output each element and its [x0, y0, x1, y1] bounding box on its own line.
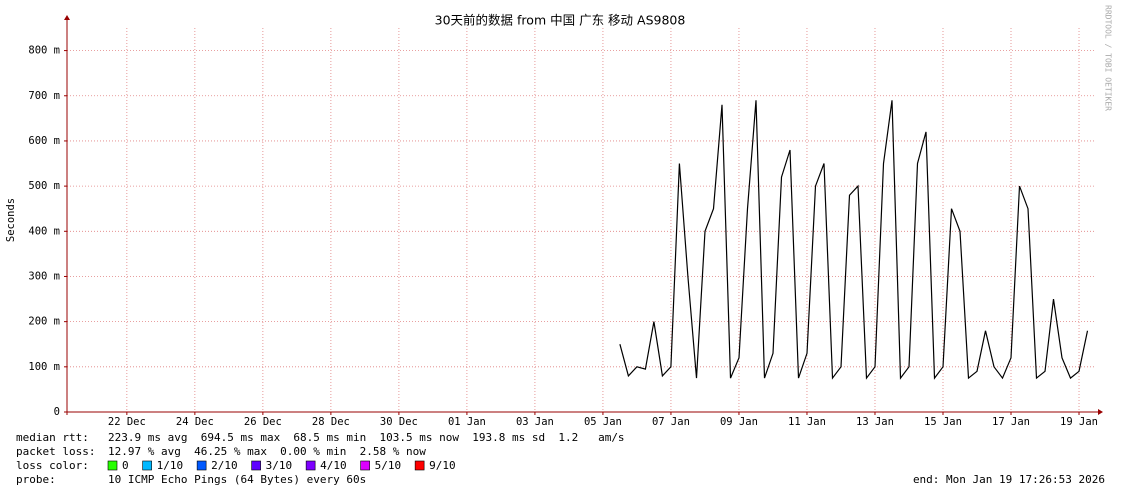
legend-label: packet loss:	[16, 445, 95, 458]
legend-item: 2/10	[211, 459, 238, 472]
legend-swatch	[107, 460, 118, 471]
x-tick-label: 09 Jan	[720, 416, 758, 428]
x-tick-label: 13 Jan	[856, 416, 894, 428]
legend-item: 1/10	[157, 459, 184, 472]
y-tick-label: 100 m	[28, 361, 60, 373]
x-tick-label: 15 Jan	[924, 416, 962, 428]
y-axis-label: Seconds	[5, 198, 17, 242]
end-text: end: Mon Jan 19 17:26:53 2026	[913, 473, 1105, 486]
x-tick-label: 03 Jan	[516, 416, 554, 428]
y-tick-label: 300 m	[28, 270, 60, 282]
x-tick-label: 24 Dec	[176, 416, 214, 428]
legend-swatch	[196, 460, 207, 471]
legend-swatch	[142, 460, 152, 471]
x-tick-label: 26 Dec	[244, 416, 282, 428]
x-tick-label: 11 Jan	[788, 416, 826, 428]
chart-title: 30天前的数据 from 中国 广东 移动 AS9808	[435, 13, 686, 28]
series-line	[619, 100, 1089, 380]
legend-label: median rtt:	[16, 431, 89, 444]
legend-stats: 223.9 ms avg 694.5 ms max 68.5 ms min 10…	[108, 431, 625, 444]
legend-item: 3/10	[266, 459, 293, 472]
x-tick-label: 30 Dec	[380, 416, 418, 428]
legend-item: 0	[122, 459, 129, 472]
legend-swatch	[414, 460, 425, 471]
x-tick-label: 05 Jan	[584, 416, 622, 428]
x-tick-label: 28 Dec	[312, 416, 350, 428]
watermark: RRDTOOL / TOBI OETIKER	[1104, 5, 1113, 111]
legend-stats: 12.97 % avg 46.25 % max 0.00 % min 2.58 …	[108, 445, 426, 458]
legend-swatch	[360, 460, 370, 471]
probe-text: 10 ICMP Echo Pings (64 Bytes) every 60s	[108, 473, 366, 486]
legend-swatch	[251, 460, 261, 471]
y-tick-label: 500 m	[28, 180, 60, 192]
legend-item: 4/10	[320, 459, 347, 472]
x-tick-label: 01 Jan	[448, 416, 486, 428]
legend-item: 9/10	[429, 459, 456, 472]
axis-arrow	[1098, 409, 1103, 415]
x-tick-label: 22 Dec	[108, 416, 146, 428]
axis-arrow	[64, 15, 70, 20]
y-tick-label: 800 m	[28, 45, 60, 57]
legend-swatch	[305, 460, 316, 471]
y-tick-label: 600 m	[28, 135, 60, 147]
legend-label: probe:	[16, 473, 56, 486]
y-tick-label: 400 m	[28, 225, 60, 237]
y-tick-label: 0	[54, 406, 60, 418]
y-tick-label: 700 m	[28, 90, 60, 102]
x-tick-label: 19 Jan	[1060, 416, 1098, 428]
y-tick-label: 200 m	[28, 316, 60, 328]
legend-item: 5/10	[375, 459, 402, 472]
x-tick-label: 17 Jan	[992, 416, 1030, 428]
x-tick-label: 07 Jan	[652, 416, 690, 428]
legend-label: loss color:	[16, 459, 89, 472]
